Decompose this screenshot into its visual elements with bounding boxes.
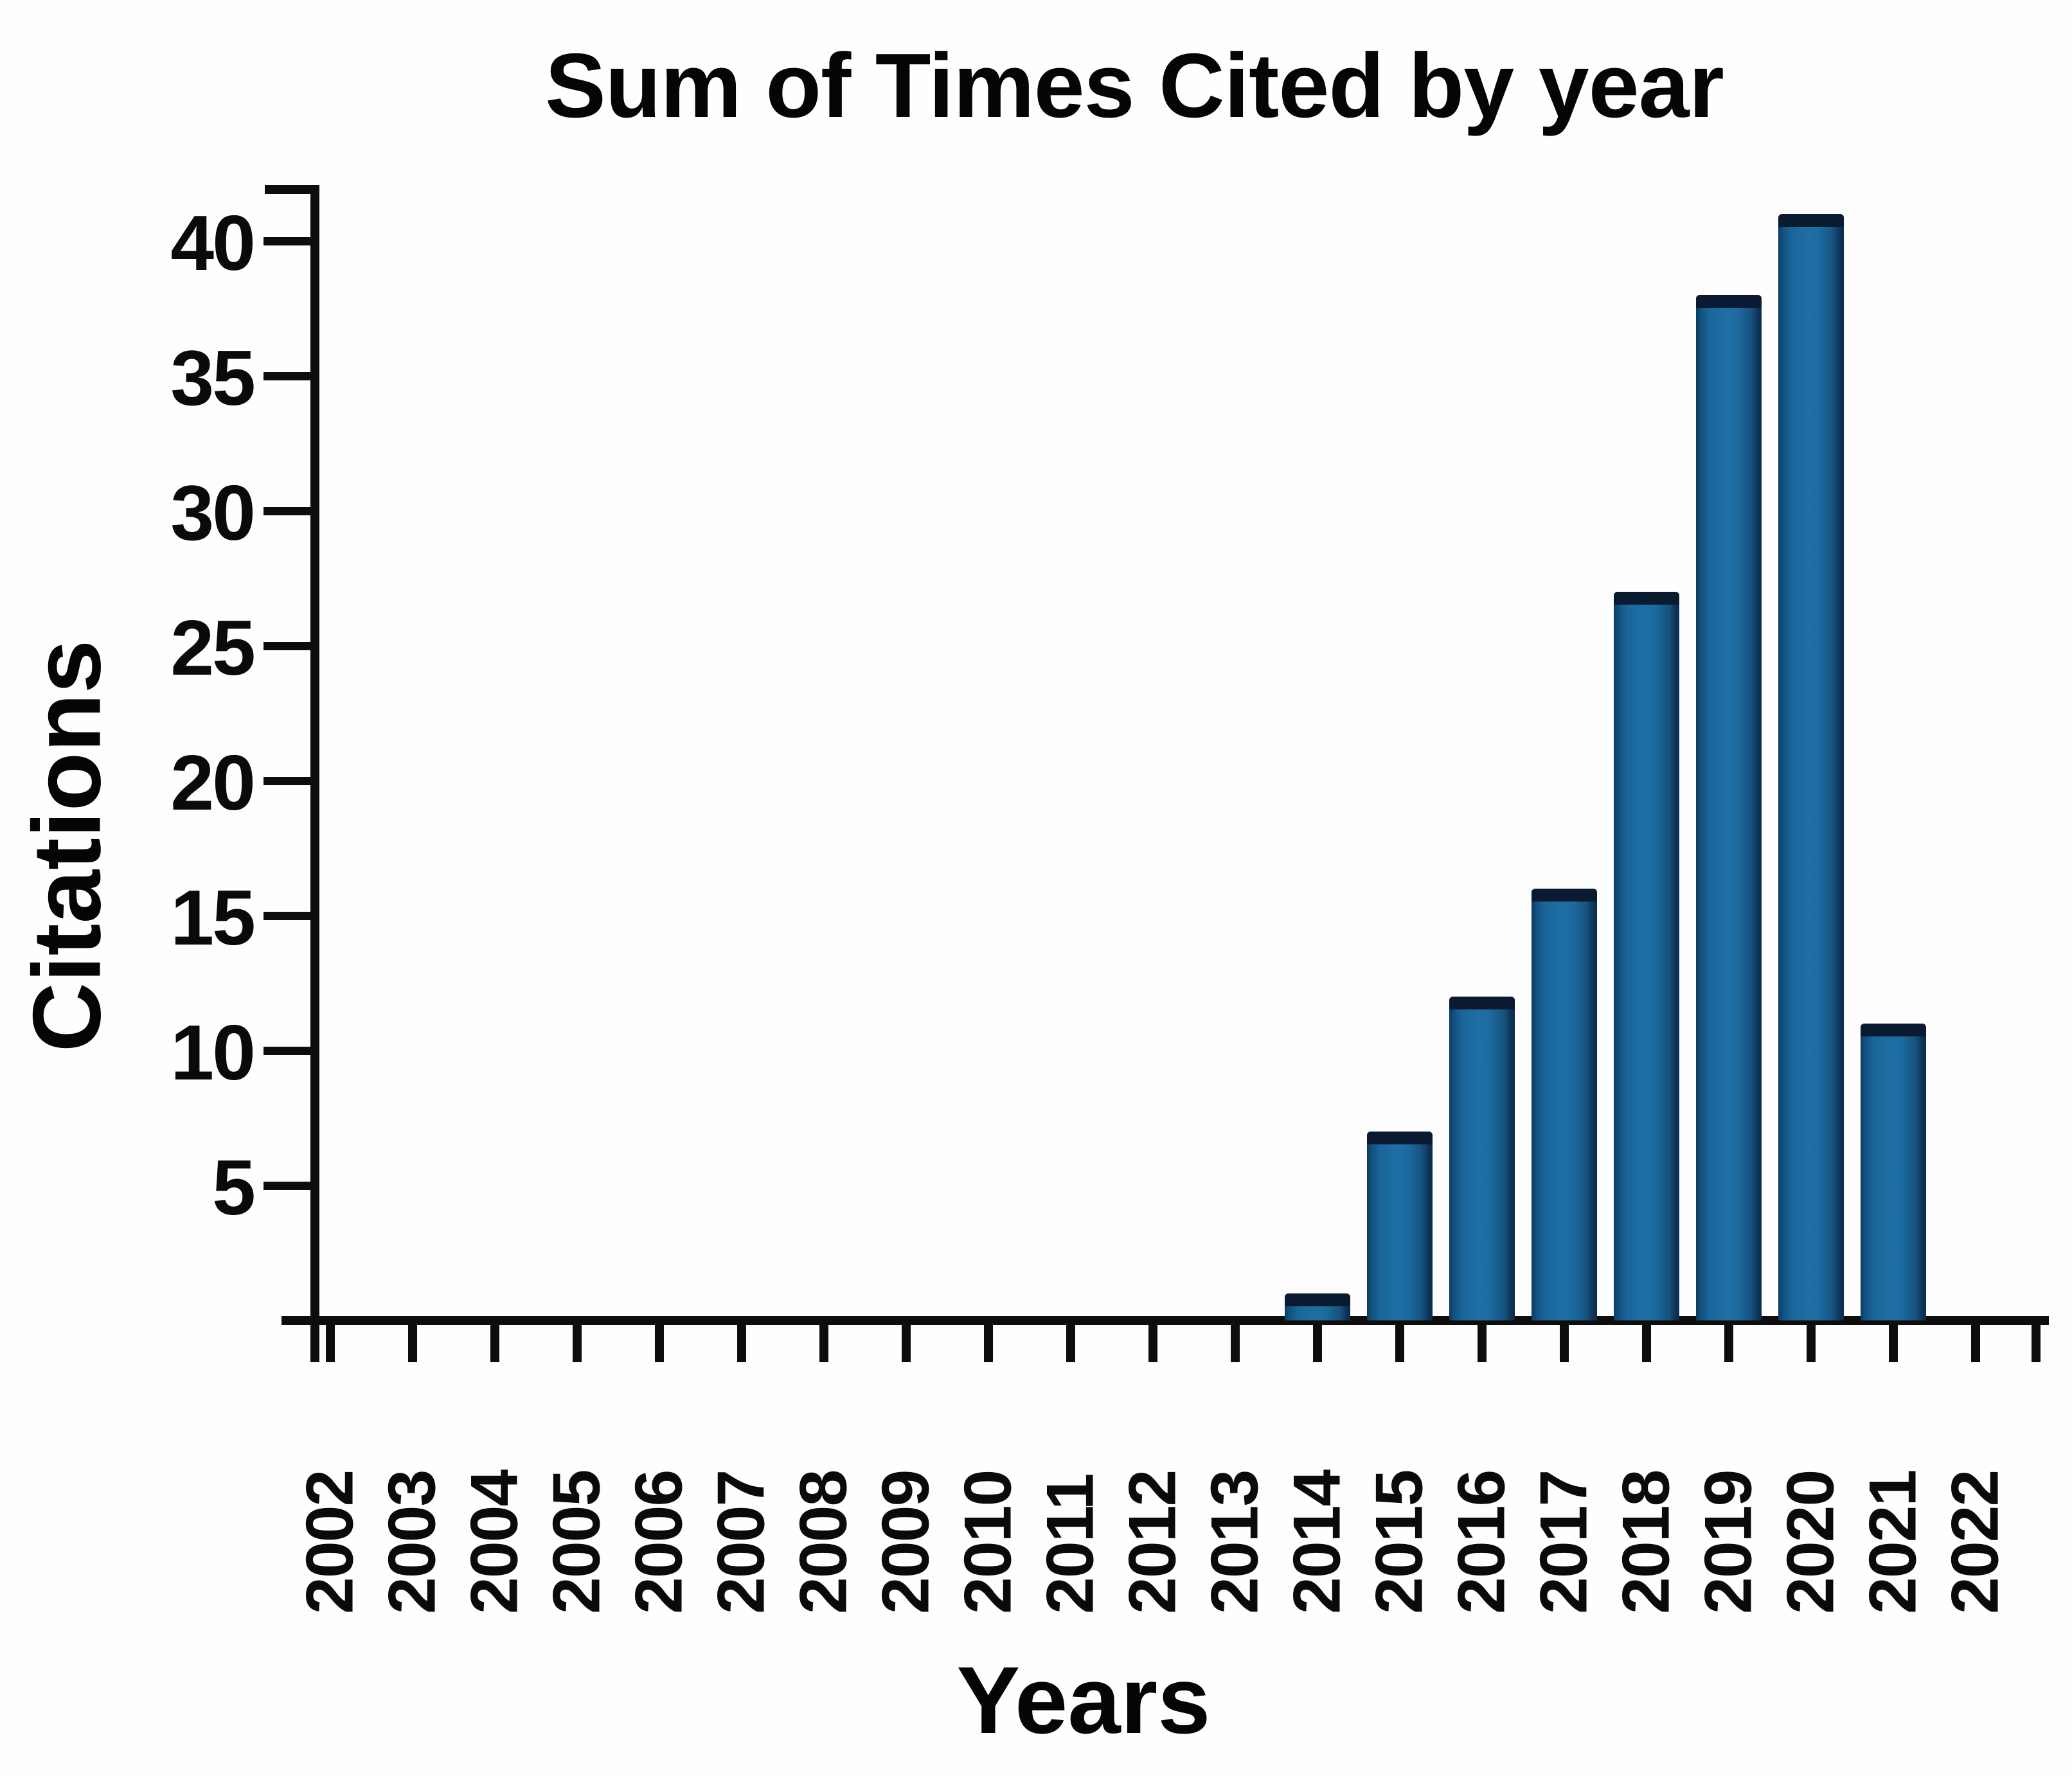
x-tick — [490, 1322, 499, 1362]
x-tick-label-year: 2020 — [1773, 1470, 1848, 1614]
x-tick-label-year: 2018 — [1609, 1470, 1684, 1614]
y-tick-label: 10 — [170, 1009, 256, 1096]
x-tick — [1313, 1322, 1322, 1362]
y-tick — [263, 372, 315, 380]
x-tick-label-year: 2012 — [1115, 1470, 1190, 1614]
y-tick-label: 35 — [170, 334, 256, 422]
bar-top-cap — [1778, 214, 1844, 227]
bar-top-cap — [1532, 889, 1597, 901]
bar-2021 — [1861, 1024, 1926, 1320]
x-tick-label-year: 2009 — [868, 1470, 943, 1614]
y-tick-label: 15 — [170, 874, 256, 961]
x-tick — [1395, 1322, 1404, 1362]
x-tick — [1560, 1322, 1569, 1362]
x-tick — [1148, 1322, 1157, 1362]
x-tick-label-year: 2019 — [1691, 1470, 1766, 1614]
x-tick-label-year: 2015 — [1362, 1470, 1437, 1614]
y-tick — [263, 642, 315, 650]
bar-2017 — [1532, 889, 1597, 1320]
bar-2014 — [1285, 1293, 1350, 1320]
x-tick-label-year: 2021 — [1855, 1470, 1931, 1614]
y-tick-label: 20 — [170, 739, 256, 826]
x-tick-label-year: 2008 — [786, 1470, 861, 1614]
x-tick — [1231, 1322, 1240, 1362]
y-tick — [263, 1182, 315, 1190]
y-tick — [263, 777, 315, 785]
x-tick-label-year: 2022 — [1938, 1470, 2013, 1614]
bar-top-cap — [1449, 997, 1515, 1009]
x-tick — [573, 1322, 582, 1362]
x-tick — [1889, 1322, 1898, 1362]
y-tick-label: 30 — [170, 469, 256, 556]
x-tick — [326, 1322, 335, 1362]
bar-2016 — [1449, 997, 1515, 1320]
x-axis-end-tick — [2032, 1322, 2041, 1362]
x-tick-label-year: 2011 — [1033, 1474, 1108, 1614]
x-tick — [1971, 1322, 1980, 1362]
bar-top-cap — [1285, 1293, 1350, 1306]
x-tick-label-year: 2006 — [621, 1470, 697, 1614]
x-tick — [984, 1322, 993, 1362]
x-axis-title: Years — [956, 1647, 1211, 1754]
x-tick — [408, 1322, 417, 1362]
x-tick-label-year: 2010 — [951, 1470, 1026, 1614]
chart-title: Sum of Times Cited by year — [545, 35, 1724, 137]
y-axis-top-cap — [265, 185, 319, 194]
y-tick — [263, 912, 315, 920]
y-tick — [263, 507, 315, 515]
y-tick-label: 5 — [212, 1144, 256, 1231]
x-tick-label-year: 2017 — [1526, 1470, 1602, 1614]
bar-top-cap — [1367, 1132, 1433, 1144]
bar-2018 — [1614, 592, 1679, 1320]
x-tick — [1478, 1322, 1487, 1362]
x-tick — [819, 1322, 828, 1362]
x-tick-label-year: 2014 — [1280, 1470, 1355, 1614]
x-tick-label-year: 2007 — [704, 1470, 779, 1614]
bar-top-cap — [1861, 1024, 1926, 1036]
x-tick-label-year: 2013 — [1197, 1470, 1273, 1614]
bar-2015 — [1367, 1132, 1433, 1320]
x-tick-label-year: 2005 — [539, 1470, 614, 1614]
y-tick-label: 40 — [170, 199, 256, 287]
x-tick — [1724, 1322, 1733, 1362]
x-tick — [1807, 1322, 1816, 1362]
bar-2019 — [1696, 295, 1762, 1320]
x-tick-label-year: 2003 — [375, 1470, 450, 1614]
y-axis-line — [310, 185, 319, 1362]
x-tick-label-year: 2004 — [457, 1470, 532, 1614]
x-tick-label-year: 2016 — [1444, 1470, 1519, 1614]
x-tick-label-year: 2002 — [292, 1470, 368, 1614]
bar-2020 — [1778, 214, 1844, 1320]
x-tick — [1642, 1322, 1651, 1362]
bar-top-cap — [1696, 295, 1762, 308]
x-tick — [902, 1322, 911, 1362]
x-axis-line — [281, 1316, 2049, 1325]
y-tick — [263, 1047, 315, 1055]
x-tick — [737, 1322, 746, 1362]
x-tick — [655, 1322, 664, 1362]
y-tick — [263, 237, 315, 245]
y-tick-label: 25 — [170, 604, 256, 691]
x-tick — [1066, 1322, 1075, 1362]
bar-top-cap — [1614, 592, 1679, 605]
